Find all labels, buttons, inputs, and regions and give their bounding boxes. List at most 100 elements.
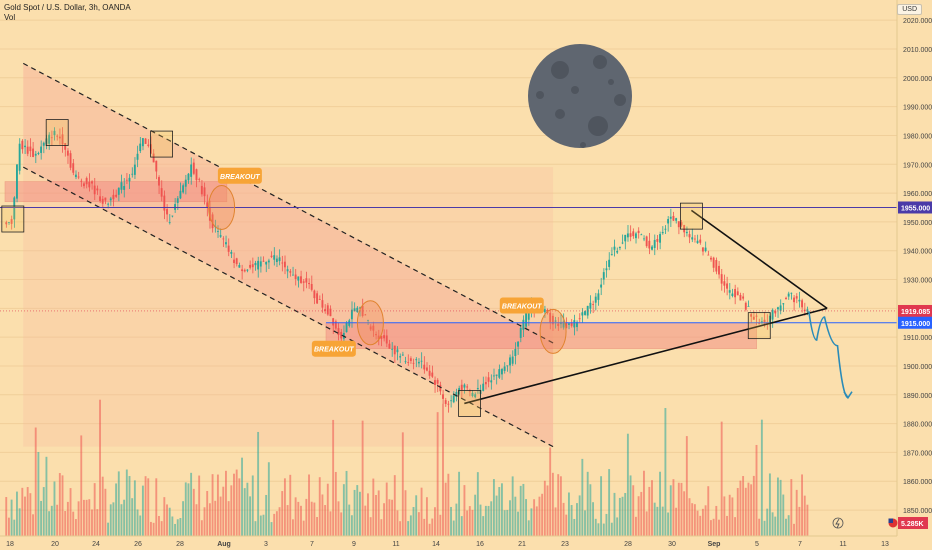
volume-bar [300,505,302,536]
breakout-circle [208,184,236,230]
volume-bar [85,499,88,536]
volume-bar [466,510,469,536]
volume-bar [310,501,313,536]
candle-body [434,380,436,385]
price-tick-label: 1870.000 [903,450,932,457]
volume-bar [651,480,653,536]
candle-body [182,185,185,193]
breakout-label-bg [499,297,544,314]
volume-bar [415,495,418,536]
volume-bar [262,514,265,536]
moon-crater [588,116,608,136]
candle-body [415,359,418,361]
moon-crater [593,55,607,69]
pivot-box [45,119,69,146]
breakout-label: BREAKOUT [499,297,544,314]
volume-bar [771,512,774,536]
volume-bar [750,484,753,536]
volume-bar [305,498,308,536]
us-flag-icon [888,518,898,528]
volume-bar [74,519,77,536]
candle-body [742,296,745,299]
candle-body [273,255,276,260]
volume-bar [214,500,217,536]
candle-body [85,178,88,185]
volume-bar [45,456,48,536]
volume-bar [375,494,377,536]
volume-bar [324,505,327,536]
volume-bar [720,421,723,536]
volume-bar [64,511,67,536]
volume-bar [227,501,230,536]
volume-bar [758,518,761,536]
candle-body [16,164,18,199]
candle-body [72,163,75,173]
lightning-icon [832,517,844,529]
candle-body [216,231,219,232]
volume-bar [273,513,276,536]
symbol-title[interactable]: Gold Spot / U.S. Dollar, 3h, OANDA [4,3,131,12]
candle-body [605,268,608,271]
candle-body [699,239,702,243]
volume-bar [219,496,222,536]
candle-body [752,316,755,320]
candle-body [297,276,300,281]
volume-bar [519,485,522,536]
volume-bar [230,485,233,536]
candle-body [661,231,664,234]
candle-body [790,292,793,294]
candle-body [176,198,179,204]
volume-bar [367,493,369,536]
candle-body [10,219,13,224]
volume-bar [715,505,718,536]
volume-bar [348,504,351,536]
lightning-icon-ring [832,517,844,529]
candle-body [211,214,214,229]
candle-body [345,322,348,333]
volume-bar [736,487,739,536]
volume-bar [364,505,367,536]
currency-button[interactable]: USD [897,4,922,15]
volume-bar [605,513,608,536]
volume-bar [316,517,319,536]
candle-body [393,345,396,355]
volume-bar [139,515,142,536]
moon-crater [555,109,565,119]
candle-body [29,146,32,152]
volume-bar [32,514,34,536]
volume-bar [640,491,643,536]
candle-body [458,388,461,395]
volume-bar [450,506,452,536]
volume-bar [744,487,747,536]
candle-body [227,245,230,252]
volume-bar [21,487,24,536]
volume-bar [517,511,519,536]
candle-body [621,242,624,244]
candle-body [522,319,525,330]
volume-legend[interactable]: Vol [4,13,16,22]
volume-bar [294,497,297,536]
candle-body [557,323,560,327]
candle-body [401,354,404,356]
volume-bar [356,485,359,536]
candle-body [672,215,675,221]
volume-bar [88,499,91,536]
volume-bar [704,505,707,536]
candle-body [495,374,498,376]
candle-body [463,384,466,388]
moon-crater [551,61,569,79]
volume-bar [683,491,686,536]
volume-bar [774,516,777,536]
volume-bar [752,475,755,536]
candle-body [693,238,696,240]
volume-bar [329,511,332,536]
volume-bar [621,496,624,536]
volume-bar [93,483,96,536]
volume-bar [321,494,324,536]
volume-bar [174,523,176,536]
volume-bar [699,515,702,536]
volume-bar [37,452,40,536]
volume-bar [710,520,712,536]
